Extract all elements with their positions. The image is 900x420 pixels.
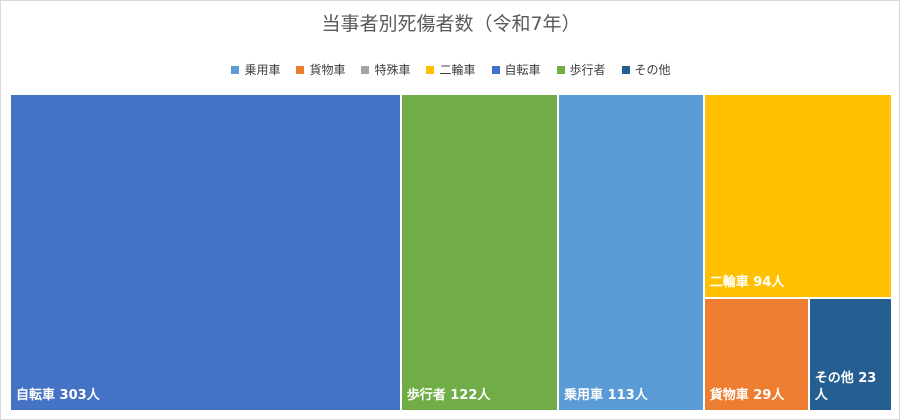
legend-item: 貨物車 [296,61,345,78]
treemap-tile: 二輪車 94人 [703,94,892,299]
treemap-tile: 自転車 303人 [10,94,401,411]
treemap-tile: 貨物車 29人 [703,298,809,411]
treemap-tile: その他 23 人 [808,298,892,411]
tile-value: 29 [753,387,772,403]
tile-name: 貨物車 [709,387,749,403]
legend-item: 二輪車 [426,61,476,78]
tile-name: 自転車 [16,388,56,403]
legend-swatch [296,65,305,74]
legend-item: 歩行者 [556,61,606,78]
tile-label: 自転車 303人 [16,387,396,404]
tile-name: 乗用車 [564,388,604,403]
tile-label: その他 23 人 [815,370,887,404]
tile-value: 23 [858,370,877,386]
chart-legend: 乗用車 貨物車 特殊車 二輪車 自転車 歩行者 その他 [1,61,900,78]
treemap-tile: 乗用車 113人 [558,94,704,411]
treemap-plot-area: 自転車 303人 歩行者 122人 乗用車 113人 二輪車 94人 貨物車 29人 その… [10,94,892,411]
legend-item: 自転車 [491,61,541,78]
legend-swatch [491,65,500,74]
tile-label: 乗用車 113人 [564,387,699,404]
legend-label: 自転車 [504,63,541,77]
legend-item: その他 [621,61,671,78]
tile-label: 歩行者 122人 [407,387,553,404]
chart-title: 当事者別死傷者数（令和7年） [321,13,581,35]
tile-unit: 人 [771,387,785,403]
legend-swatch [621,65,630,74]
legend-item: 特殊車 [361,61,410,78]
tile-name: 歩行者 [406,388,446,403]
legend-swatch [231,65,240,74]
tile-name: その他 [814,370,854,386]
legend-label: 貨物車 [309,63,346,77]
legend-label: 乗用車 [244,63,281,77]
tile-unit: 人 [771,275,785,291]
legend-label: 二輪車 [439,63,476,77]
treemap-tile: 歩行者 122人 [400,94,559,411]
tile-label: 貨物車 29人 [710,387,804,404]
legend-label: 歩行者 [569,63,606,77]
tile-unit: 人 [814,387,828,403]
legend-label: その他 [634,63,671,77]
legend-swatch [556,65,565,74]
tile-label: 二輪車 94人 [710,274,887,291]
tile-value: 113 [607,388,635,403]
tile-unit: 人 [477,388,491,403]
tile-value: 122 [450,388,478,403]
tile-unit: 人 [86,388,100,403]
legend-item: 乗用車 [231,61,280,78]
tile-value: 94 [753,275,772,291]
tile-value: 303 [59,388,87,403]
legend-label: 特殊車 [374,63,411,77]
legend-swatch [361,65,370,74]
legend-swatch [426,65,435,74]
tile-name: 二輪車 [709,275,749,291]
tile-unit: 人 [634,388,648,403]
